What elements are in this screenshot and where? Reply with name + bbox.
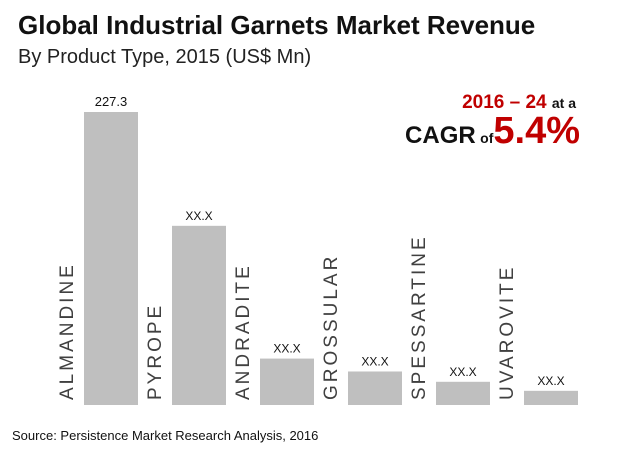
- bar-andradite: [260, 358, 314, 405]
- data-label: XX.X: [273, 342, 300, 356]
- bar-almandine: [84, 112, 138, 405]
- cagr-label: CAGR: [405, 122, 476, 149]
- category-label: SPESSARTINE: [409, 234, 430, 400]
- category-label: ANDRADITE: [233, 263, 254, 400]
- cagr-period-text: 2016 – 24: [462, 92, 547, 113]
- category-label: UVAROVITE: [497, 265, 518, 400]
- data-label: 227.3: [95, 94, 128, 109]
- category-label: ALMANDINE: [57, 262, 78, 400]
- chart-subtitle: By Product Type, 2015 (US$ Mn): [18, 46, 312, 68]
- cagr-at-a-text: at a: [551, 95, 576, 111]
- data-label: XX.X: [361, 354, 388, 368]
- chart-title: Global Industrial Garnets Market Revenue: [18, 10, 536, 40]
- data-label: XX.X: [185, 209, 212, 223]
- source-note: Source: Persistence Market Research Anal…: [12, 428, 319, 443]
- bar-pyrope: [172, 225, 226, 405]
- cagr-period: 2016 – 24 at a: [462, 92, 576, 114]
- data-label: XX.X: [449, 365, 476, 379]
- bar-spessartine: [436, 381, 490, 405]
- bar-uvarovite: [524, 390, 578, 405]
- category-label: GROSSULAR: [321, 254, 342, 400]
- data-label: XX.X: [537, 374, 564, 388]
- category-label: PYROPE: [145, 303, 166, 400]
- cagr-of-text: of: [480, 130, 494, 146]
- cagr-value: 5.4%: [493, 110, 580, 152]
- cagr-callout: CAGR of5.4%: [405, 110, 580, 153]
- bar-grossular: [348, 371, 402, 405]
